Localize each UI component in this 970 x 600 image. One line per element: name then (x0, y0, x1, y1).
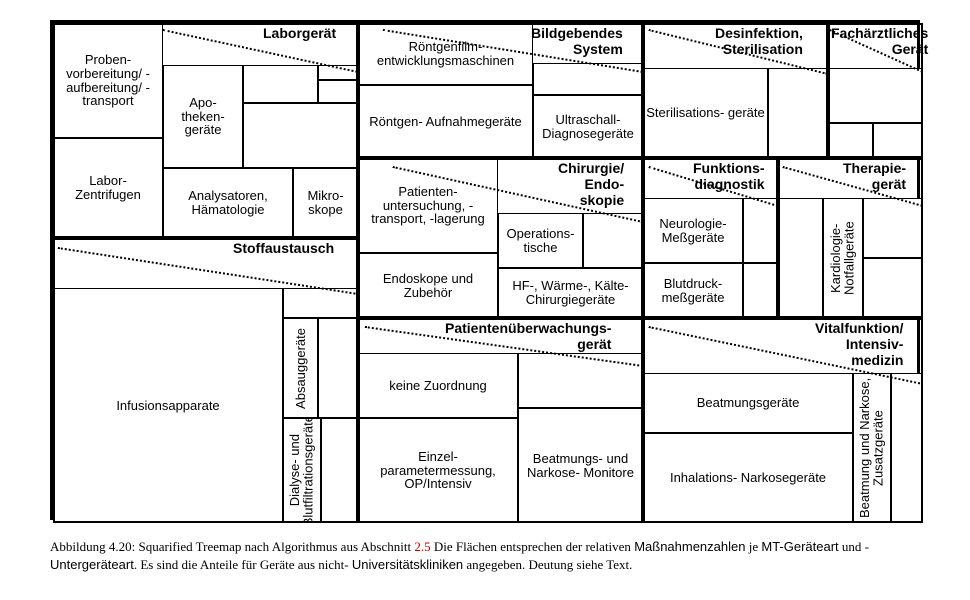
caption-prefix: Abbildung 4.20: (50, 539, 135, 554)
treemap-cell (318, 80, 358, 103)
treemap-cell: Beatmungs- und Narkose- Monitore (518, 408, 643, 523)
treemap-cell (863, 198, 923, 258)
treemap-group-label: Stoffaustausch (233, 240, 334, 256)
treemap-cell (743, 198, 778, 263)
caption-text-4: und - (839, 539, 869, 554)
treemap-cell: Röntgen- Aufnahmegeräte (358, 85, 533, 158)
treemap-cell: Ultraschall- Diagnosegeräte (533, 95, 643, 158)
treemap-cell (743, 263, 778, 318)
treemap-group-label: Desinfektion, Sterilisation (715, 25, 803, 57)
treemap-cell (873, 123, 923, 158)
treemap-cell (243, 65, 318, 103)
caption-text-5: . Es sind die Anteile für Geräte aus nic… (134, 557, 352, 572)
treemap-group-label: Funktions- diagnostik (693, 160, 765, 192)
treemap-group-label: Bildgebendes System (531, 25, 623, 57)
treemap-cell: Apo- theken- geräte (163, 65, 243, 168)
treemap-cell (518, 353, 643, 408)
treemap-cell (321, 418, 358, 523)
treemap-cell: Sterilisations- geräte (643, 68, 768, 158)
treemap-cell: Beatmung und Narkose, Zusatzgeräte (853, 373, 891, 523)
caption-sans-3: Untergeräteart (50, 557, 134, 572)
caption-ref: 2.5 (414, 539, 430, 554)
treemap-cell (318, 318, 358, 418)
caption-text-1: Squarified Treemap nach Algorithmus aus … (138, 539, 414, 554)
treemap-group-label: Chirurgie/ Endo- skopie (558, 160, 624, 208)
caption-sans-1: Maßnahmenzahlen (634, 539, 745, 554)
treemap-group-label: Patientenüberwachungs- gerät (445, 320, 611, 352)
caption-text-6: angegeben. Deutung siehe Text. (463, 557, 632, 572)
treemap-cell: Neurologie- Meßgeräte (643, 198, 743, 263)
treemap-cell (243, 103, 358, 168)
treemap-cell: Dialyse- und Blutfiltrationsgeräte (283, 418, 321, 523)
treemap-cell: HF-, Wärme-, Kälte- Chirurgiegeräte (498, 268, 643, 318)
treemap: Proben- vorbereitung/ -aufbereitung/ -tr… (50, 20, 920, 520)
treemap-group-label: Vitalfunktion/ Intensiv- medizin (815, 320, 903, 368)
treemap-cell: Blutdruck- meßgeräte (643, 263, 743, 318)
treemap-cell: Kardiologie- Notfallgeräte (823, 198, 863, 318)
caption-text-3: je (745, 539, 761, 554)
treemap-group-label: Laborgerät (263, 25, 336, 41)
treemap-cell: Mikro- skope (293, 168, 358, 238)
treemap-cell: Operations- tische (498, 213, 583, 268)
treemap-cell (778, 198, 823, 318)
treemap-cell (828, 123, 873, 158)
caption-sans-4: Universitätskliniken (352, 557, 463, 572)
treemap-cell: Absauggeräte (283, 318, 318, 418)
figure-caption: Abbildung 4.20: Squarified Treemap nach … (50, 538, 920, 573)
treemap-cell: Proben- vorbereitung/ -aufbereitung/ -tr… (53, 23, 163, 138)
treemap-cell: Röntgenfilm- entwicklungsmaschinen (358, 23, 533, 85)
treemap-cell (891, 373, 923, 523)
treemap-cell: Labor- Zentrifugen (53, 138, 163, 238)
treemap-container: Proben- vorbereitung/ -aufbereitung/ -tr… (50, 20, 920, 520)
treemap-cell: Patienten- untersuchung, -transport, -la… (358, 158, 498, 253)
caption-text-2: Die Flächen entsprechen der relativen (431, 539, 635, 554)
treemap-cell: Analysatoren, Hämatologie (163, 168, 293, 238)
caption-sans-2: MT-Geräteart (761, 539, 838, 554)
treemap-cell (768, 68, 828, 158)
treemap-cell (828, 68, 923, 123)
treemap-cell (863, 258, 923, 318)
treemap-cell: Einzel- parametermessung, OP/Intensiv (358, 418, 518, 523)
treemap-cell: keine Zuordnung (358, 353, 518, 418)
treemap-cell: Infusionsapparate (53, 288, 283, 523)
treemap-cell: Endoskope und Zubehör (358, 253, 498, 318)
treemap-cell: Beatmungsgeräte (643, 373, 853, 433)
treemap-cell: Inhalations- Narkosegeräte (643, 433, 853, 523)
